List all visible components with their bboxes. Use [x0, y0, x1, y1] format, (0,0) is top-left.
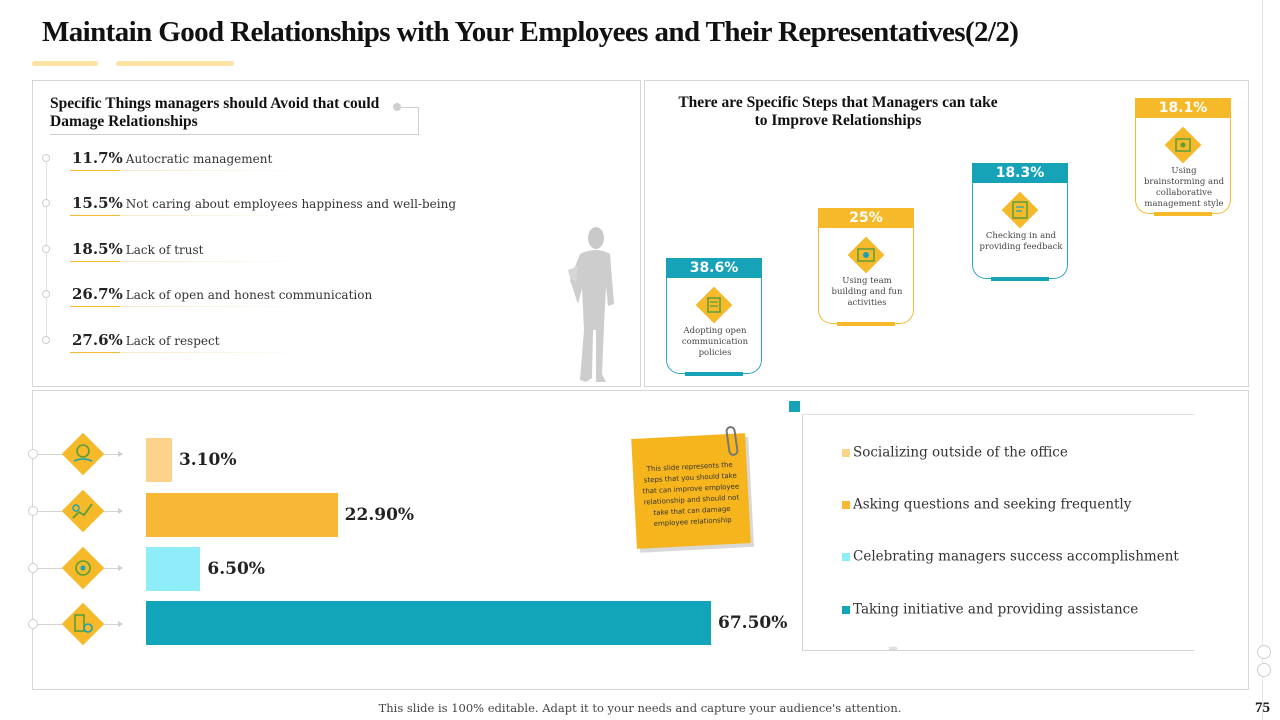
- underline: [70, 170, 310, 171]
- underline: [70, 352, 310, 353]
- step-card: 38.6% Adopting open communication polici…: [666, 258, 762, 376]
- avoid-heading: Specific Things managers should Avoid th…: [50, 95, 380, 130]
- step-text: Adopting open communication policies: [681, 326, 749, 358]
- step-foot: [837, 322, 895, 326]
- divider: [50, 134, 419, 135]
- bar: [146, 601, 711, 645]
- underline: [70, 215, 310, 216]
- legend-swatch: [842, 605, 850, 614]
- legend-item: Socializing outside of the office: [842, 442, 1068, 462]
- list-bullet: [42, 245, 50, 253]
- legend-swatch: [842, 500, 850, 509]
- avoid-label: Lack of trust: [125, 243, 204, 257]
- avoid-percent: 18.5%: [72, 240, 123, 258]
- legend-item: Asking questions and seeking frequently: [842, 494, 1131, 514]
- underline: [70, 261, 310, 262]
- step-card: 18.3% Checking in and providing feedback: [972, 163, 1068, 281]
- side-rail: [1262, 0, 1280, 720]
- title-accent-line: [32, 61, 98, 66]
- steps-heading: There are Specific Steps that Managers c…: [678, 94, 998, 129]
- nav-circle[interactable]: [1257, 645, 1271, 659]
- legend-item: Celebrating managers success accomplishm…: [842, 546, 1179, 566]
- connector-arrow: [118, 621, 123, 627]
- bar: [146, 493, 338, 537]
- list-bullet: [42, 199, 50, 207]
- connector-arrow: [118, 451, 123, 457]
- bar: [146, 438, 172, 482]
- avoid-percent: 11.7%: [72, 149, 123, 167]
- avoid-label: Lack of respect: [125, 334, 220, 348]
- handshake-icon: [61, 546, 105, 590]
- bar: [146, 547, 201, 591]
- brainstorming-icon: [1164, 126, 1202, 164]
- step-percent: 18.3%: [972, 163, 1068, 183]
- step-text: Checking in and providing feedback: [979, 231, 1063, 252]
- bar-value-label: 22.90%: [344, 505, 415, 525]
- legend-swatch: [842, 552, 850, 561]
- list-bullet: [42, 154, 50, 162]
- step-foot: [991, 277, 1049, 281]
- legend-item: Taking initiative and providing assistan…: [842, 599, 1138, 619]
- legend-marker: [789, 401, 800, 412]
- list-bullet: [42, 290, 50, 298]
- hand-coin-icon: [61, 432, 105, 476]
- bar-value-label: 3.10%: [178, 450, 237, 470]
- step-text: Using brainstorming and collaborative ma…: [1143, 166, 1225, 209]
- step-percent: 38.6%: [666, 258, 762, 278]
- avoid-label: Not caring about employees happiness and…: [125, 197, 456, 211]
- chevrons-icon: ›››››: [888, 644, 898, 654]
- divider: [398, 107, 419, 108]
- list-bullet: [42, 336, 50, 344]
- legend-label: Taking initiative and providing assistan…: [853, 601, 1139, 618]
- connector-dot: [393, 103, 401, 111]
- legend-swatch: [842, 448, 850, 457]
- avoid-item: 27.6% Lack of respect: [72, 330, 220, 354]
- title-accent-line: [116, 61, 234, 66]
- money-bag-icon: [61, 602, 105, 646]
- footer-text: This slide is 100% editable. Adapt it to…: [378, 701, 902, 715]
- bar-value-label: 6.50%: [207, 559, 265, 579]
- connector-bullet: [28, 619, 38, 629]
- team-building-icon: [847, 236, 885, 274]
- connector-bullet: [28, 506, 38, 516]
- step-card: 18.1% Using brainstorming and collaborat…: [1135, 98, 1231, 216]
- divider: [418, 107, 419, 135]
- nav-circle[interactable]: [1257, 663, 1271, 677]
- avoid-percent: 15.5%: [72, 194, 123, 212]
- avoid-percent: 27.6%: [72, 331, 123, 349]
- step-text: Using team building and fun activities: [831, 276, 903, 308]
- legend-label: Celebrating managers success accomplishm…: [853, 548, 1179, 565]
- step-percent: 18.1%: [1135, 98, 1231, 118]
- avoid-item: 11.7% Autocratic management: [72, 148, 272, 172]
- legend-label: Asking questions and seeking frequently: [853, 496, 1132, 513]
- connector-arrow: [118, 508, 123, 514]
- connector-bullet: [28, 449, 38, 459]
- avoid-item: 26.7% Lack of open and honest communicati…: [72, 284, 372, 308]
- bar-value-label: 67.50%: [718, 613, 788, 633]
- businessman-silhouette-icon: [568, 227, 614, 382]
- avoid-item: 18.5% Lack of trust: [72, 239, 203, 263]
- underline: [70, 306, 310, 307]
- avoid-label: Lack of open and honest communication: [125, 288, 373, 302]
- connector-arrow: [118, 565, 123, 571]
- legend-frame: [802, 414, 1194, 651]
- feedback-icon: [1001, 191, 1039, 229]
- avoid-label: Autocratic management: [125, 152, 273, 166]
- legend-label: Socializing outside of the office: [853, 444, 1068, 461]
- connector-bullet: [28, 563, 38, 573]
- slide-title: Maintain Good Relationships with Your Em…: [42, 16, 1019, 48]
- avoid-item: 15.5% Not caring about employees happines…: [72, 193, 456, 217]
- step-foot: [1154, 212, 1212, 216]
- step-card: 25% Using team building and fun activiti…: [818, 208, 914, 326]
- step-percent: 25%: [818, 208, 914, 228]
- bar-row-icons: [0, 0, 1, 1]
- step-foot: [685, 372, 743, 376]
- growth-chart-icon: [61, 489, 105, 533]
- avoid-panel: [32, 80, 641, 387]
- communication-icon: [695, 286, 733, 324]
- avoid-percent: 26.7%: [72, 285, 123, 303]
